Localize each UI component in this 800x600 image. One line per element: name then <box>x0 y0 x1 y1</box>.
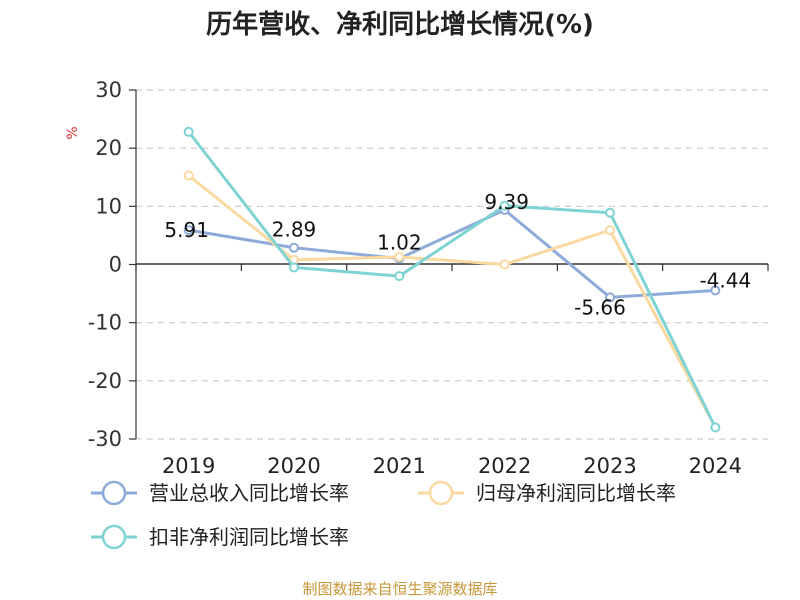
legend-label: 扣非净利润同比增长率 <box>149 525 349 549</box>
axes: 30 20 10 0 -10 -20 -30 2019 2020 2021 2022 2023 2024 <box>88 78 769 478</box>
data-point <box>499 259 510 270</box>
legend-marker <box>101 480 127 506</box>
data-point <box>394 271 405 282</box>
data-point <box>710 422 721 433</box>
series-line-3 <box>187 130 717 429</box>
y-axis-unit: % <box>65 126 81 139</box>
x-tick-label: 2022 <box>478 454 531 478</box>
y-tick-label: 0 <box>109 253 122 277</box>
data-label: -5.66 <box>574 295 626 319</box>
data-label: 5.91 <box>164 218 209 242</box>
series-line-2 <box>187 174 717 429</box>
data-point <box>605 207 615 218</box>
data-point <box>183 170 194 181</box>
data-labels: 5.91 2.89 1.02 9.39 -5.66 -4.44 <box>164 190 751 320</box>
data-label: 2.89 <box>272 218 317 242</box>
data-point <box>710 285 721 296</box>
legend-label: 营业总收入同比增长率 <box>149 481 349 505</box>
y-tick-label: 20 <box>95 136 122 160</box>
x-tick-label: 2023 <box>583 454 636 478</box>
chart-title: 历年营收、净利同比增长情况(%) <box>206 9 594 40</box>
y-tick-label: -30 <box>88 427 122 451</box>
data-label: -4.44 <box>699 268 751 292</box>
x-tick-label: 2021 <box>373 454 426 478</box>
legend-marker <box>428 480 454 506</box>
legend-label: 归母净利润同比增长率 <box>476 481 676 505</box>
y-tick-label: 10 <box>95 194 122 218</box>
x-tick-label: 2019 <box>162 454 215 478</box>
data-point <box>605 225 615 236</box>
series-line-1 <box>188 208 716 299</box>
data-point <box>289 242 299 253</box>
legend-marker <box>101 524 127 550</box>
series-lines <box>183 126 721 433</box>
data-point <box>605 292 615 303</box>
y-tick-label: -10 <box>88 311 122 335</box>
x-tick-label: 2024 <box>689 454 742 478</box>
source-note: 制图数据来自恒生聚源数据库 <box>302 580 497 598</box>
data-label: 9.39 <box>484 190 529 214</box>
data-point <box>499 200 510 211</box>
data-point <box>183 126 194 137</box>
data-point <box>289 262 299 273</box>
data-point <box>183 225 194 236</box>
x-tick-label: 2020 <box>267 454 320 478</box>
y-tick-label: 30 <box>95 78 122 102</box>
y-tick-label: -20 <box>88 369 122 393</box>
data-label: 1.02 <box>377 231 422 255</box>
data-point <box>394 251 405 262</box>
